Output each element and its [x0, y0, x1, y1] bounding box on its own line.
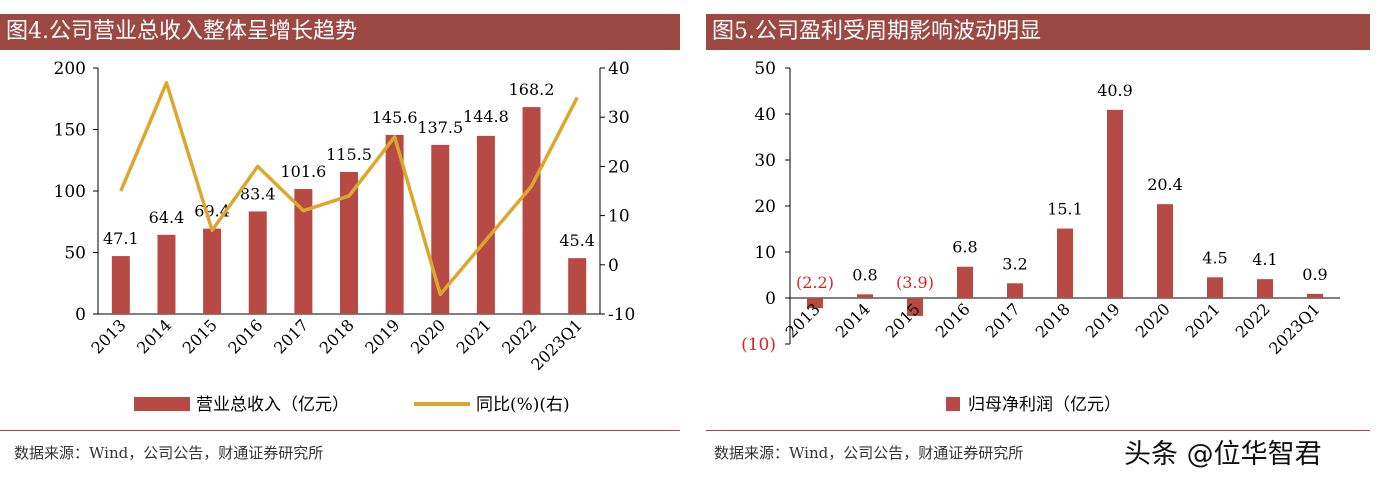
- x-tick-label: 2018: [1032, 299, 1074, 341]
- profit-bar: [907, 298, 923, 316]
- bar-data-label: 0.8: [852, 265, 877, 284]
- x-tick-label: 2019: [361, 315, 403, 357]
- divider: [0, 430, 680, 431]
- y-tick-label-left: 50: [64, 244, 86, 264]
- legend-swatch-revenue: [134, 397, 190, 411]
- profit-bar: [1307, 293, 1323, 298]
- bar-data-label: 137.5: [417, 118, 463, 137]
- revenue-bar: [431, 144, 450, 314]
- bar-data-label: 6.8: [952, 238, 977, 257]
- y-tick-label: 0: [765, 289, 776, 309]
- x-tick-label: 2013: [87, 315, 129, 357]
- bar-data-label: 145.6: [372, 108, 418, 127]
- y-tick-label-right: 10: [608, 207, 630, 227]
- revenue-bar: [385, 134, 404, 314]
- bar-data-label: 83.4: [240, 184, 276, 203]
- revenue-bar: [157, 234, 176, 314]
- bar-data-label: 144.8: [463, 107, 509, 126]
- profit-bar: [1107, 109, 1123, 298]
- revenue-bar: [522, 107, 541, 314]
- bar-data-label: 64.4: [149, 208, 185, 227]
- y-tick-label-right: 20: [608, 157, 630, 177]
- x-tick-label: 2014: [832, 299, 874, 341]
- watermark: 头条 @位华智君: [1124, 439, 1322, 470]
- profit-bar: [1257, 279, 1273, 298]
- y-tick-label: 40: [754, 105, 776, 125]
- x-tick-label: 2017: [270, 315, 312, 357]
- y-tick-label: (10): [741, 335, 776, 355]
- chart-title: 图4.公司营业总收入整体呈增长趋势: [0, 14, 680, 50]
- bar-data-label: 47.1: [103, 229, 139, 248]
- x-tick-label: 2015: [179, 315, 221, 357]
- x-tick-label: 2022: [498, 315, 540, 357]
- profit-bar: [857, 294, 873, 298]
- bar-data-label: 3.2: [1002, 254, 1027, 273]
- y-tick-label: 20: [754, 197, 776, 217]
- revenue-bar: [476, 135, 495, 314]
- source-note: 数据来源：Wind，公司公告，财通证券研究所: [714, 444, 1024, 462]
- revenue-bar: [248, 211, 267, 314]
- x-tick-label: 2023Q1: [1265, 299, 1324, 358]
- x-tick-label: 2016: [932, 299, 974, 341]
- revenue-bar: [203, 228, 222, 314]
- x-tick-label: 2020: [1132, 299, 1174, 341]
- y-tick-label: 10: [754, 243, 776, 263]
- profit-bar: [1207, 277, 1223, 298]
- profit-bar: [957, 266, 973, 298]
- x-tick-label: 2018: [316, 315, 358, 357]
- revenue-bar: [568, 258, 587, 314]
- bar-data-label: 40.9: [1097, 81, 1133, 100]
- y-tick-label: 50: [754, 59, 776, 79]
- profit-bar: [1057, 228, 1073, 298]
- y-tick-label: 30: [754, 151, 776, 171]
- bar-data-label: 4.5: [1202, 248, 1227, 267]
- bar-data-label: 0.9: [1302, 265, 1327, 284]
- y-tick-label-right: -10: [608, 305, 635, 325]
- y-tick-label-right: 0: [608, 256, 619, 276]
- legend-swatch-profit: [946, 397, 960, 411]
- x-tick-label: 2022: [1232, 299, 1274, 341]
- legend-label-revenue: 营业总收入（亿元）: [196, 395, 349, 415]
- x-tick-label: 2021: [1182, 299, 1224, 341]
- legend-label-profit: 归母净利润（亿元）: [968, 395, 1121, 415]
- x-tick-label: 2017: [982, 299, 1024, 341]
- bar-data-label: 101.6: [280, 162, 326, 181]
- y-tick-label-left: 200: [54, 59, 86, 79]
- revenue-bar: [111, 256, 130, 314]
- revenue-bar: [340, 171, 358, 314]
- x-tick-label: 2023Q1: [527, 315, 586, 374]
- bar-data-label: 4.1: [1252, 250, 1277, 269]
- yoy-line: [119, 81, 579, 297]
- divider: [706, 430, 1370, 431]
- y-tick-label-left: 0: [75, 305, 86, 325]
- bar-data-label: (3.9): [896, 273, 934, 292]
- profit-bar: [1007, 283, 1023, 298]
- y-tick-label-left: 100: [54, 182, 86, 202]
- y-tick-label-right: 40: [608, 59, 630, 79]
- y-tick-label-left: 150: [54, 121, 86, 141]
- revenue-chart-panel: 图4.公司营业总收入整体呈增长趋势 0 50 100 150 200 -10 0 10 20 30…: [0, 14, 680, 474]
- revenue-bar: [294, 189, 313, 314]
- bar-data-label: 20.4: [1147, 175, 1183, 194]
- x-tick-label: 2014: [133, 315, 175, 357]
- legend-label-yoy: 同比(%)(右): [476, 395, 570, 415]
- source-note: 数据来源：Wind，公司公告，财通证券研究所: [14, 444, 324, 462]
- bar-data-label: (2.2): [796, 273, 834, 292]
- profit-bar: [1157, 204, 1173, 298]
- x-tick-label: 2016: [224, 315, 266, 357]
- profit-bar: [807, 298, 823, 309]
- chart-title: 图5.公司盈利受周期影响波动明显: [706, 14, 1370, 50]
- x-tick-label: 2021: [453, 315, 495, 357]
- bar-data-label: 115.5: [326, 145, 372, 164]
- profit-chart-panel: 图5.公司盈利受周期影响波动明显 (10) 0 10 20 30 40 50 (2.2) 0.8…: [706, 14, 1400, 474]
- x-tick-label: 2019: [1082, 299, 1124, 341]
- bar-data-label: 45.4: [559, 231, 595, 250]
- x-tick-label: 2020: [407, 315, 449, 357]
- bar-data-label: 168.2: [509, 80, 555, 99]
- y-tick-label-right: 30: [608, 108, 630, 128]
- bar-data-label: 15.1: [1047, 200, 1083, 219]
- profit-chart: (10) 0 10 20 30 40 50 (2.2) 0.8 (3.9) 6.8 3.2 15.1 40…: [741, 59, 1340, 415]
